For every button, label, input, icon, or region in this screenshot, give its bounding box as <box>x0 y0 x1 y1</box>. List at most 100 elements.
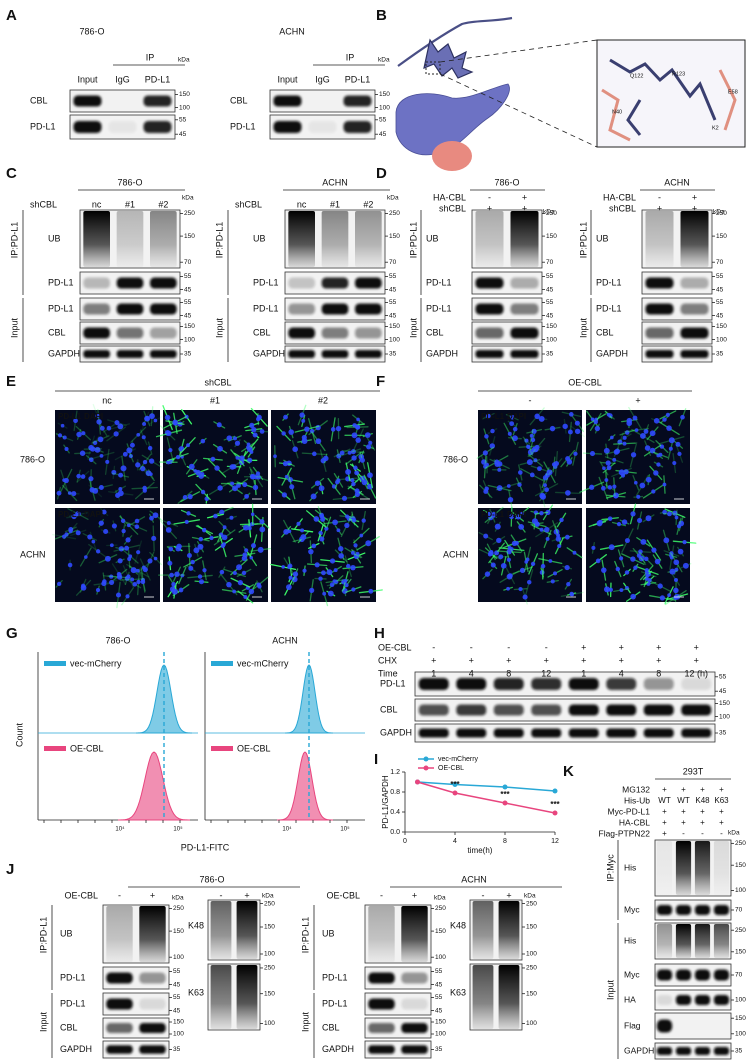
marker-label: 55 <box>184 273 192 280</box>
marker-label: 250 <box>716 210 727 217</box>
nucleus <box>136 579 141 585</box>
label: 1 <box>581 668 586 678</box>
marker-label: 35 <box>719 730 727 737</box>
marker-label: 100 <box>735 997 746 1004</box>
marker-label: 70 <box>735 907 743 914</box>
nucleus <box>195 469 201 476</box>
nucleus <box>122 451 128 457</box>
nucleus <box>142 422 147 426</box>
label: PD-L1 <box>253 303 279 313</box>
nucleus <box>351 481 356 487</box>
nucleus <box>283 529 289 535</box>
band <box>643 678 674 690</box>
nucleus <box>612 457 617 462</box>
band-smear <box>713 924 730 958</box>
band <box>368 1045 395 1054</box>
nucleus <box>622 441 627 446</box>
nucleus <box>165 527 172 533</box>
nucleus <box>484 462 489 467</box>
nucleus <box>186 443 190 448</box>
nucleus <box>299 412 305 418</box>
nucleus <box>178 587 184 593</box>
label: #1 <box>210 395 220 405</box>
nucleus <box>171 582 176 587</box>
marker-label: 45 <box>173 1007 181 1014</box>
nucleus <box>345 514 350 519</box>
band <box>606 728 637 738</box>
nucleus <box>669 555 674 560</box>
panel-letter: J <box>6 861 14 878</box>
band <box>368 972 395 984</box>
nucleus <box>564 534 570 540</box>
nucleus <box>633 565 638 570</box>
nucleus <box>256 414 262 420</box>
marker-label: 250 <box>389 210 400 217</box>
nucleus <box>259 429 265 434</box>
label: vec-mCherry <box>70 658 122 668</box>
nucleus <box>366 444 372 450</box>
nucleus <box>187 552 192 558</box>
nucleus <box>164 414 171 421</box>
nucleus <box>645 476 652 483</box>
band <box>493 704 524 716</box>
band <box>116 350 144 358</box>
band-smear <box>116 211 144 267</box>
band-smear <box>680 211 709 267</box>
band <box>531 678 562 690</box>
label: kDa <box>524 893 536 900</box>
label: Input <box>578 317 588 338</box>
marker-label: 55 <box>173 994 181 1001</box>
marker-label: 55 <box>435 994 443 1001</box>
nucleus <box>572 550 577 555</box>
band <box>643 728 674 738</box>
band <box>355 277 382 289</box>
nucleus <box>246 442 251 447</box>
label: shCBL <box>235 199 262 209</box>
nucleus <box>140 465 146 472</box>
panel-letter: H <box>374 625 385 642</box>
nucleus <box>318 576 323 581</box>
nucleus <box>624 538 630 544</box>
nucleus <box>214 465 220 471</box>
nucleus <box>101 509 107 515</box>
band-smear <box>210 901 232 959</box>
nucleus <box>232 436 238 441</box>
label: IP:PD-L1 <box>9 222 19 259</box>
label: OE-CBL <box>237 743 271 753</box>
nucleus <box>96 419 102 425</box>
marker-label: 150 <box>546 323 557 330</box>
nucleus <box>658 452 663 457</box>
nucleus <box>92 440 98 446</box>
label: + <box>656 655 661 665</box>
band <box>680 327 709 339</box>
band <box>308 121 337 133</box>
marker-label: 100 <box>179 104 190 111</box>
band <box>106 998 133 1010</box>
band <box>83 327 110 339</box>
marker-label: 100 <box>264 951 275 958</box>
label: CBL <box>253 327 271 337</box>
nucleus <box>483 533 489 539</box>
nucleus <box>273 454 277 459</box>
nucleus <box>198 536 204 542</box>
label: + <box>656 642 661 652</box>
label: 786-O <box>20 454 45 464</box>
nucleus <box>607 516 613 521</box>
nucleus <box>329 558 336 564</box>
band <box>401 1023 428 1033</box>
series-point <box>552 788 558 794</box>
nucleus <box>682 540 687 545</box>
nucleus <box>289 484 295 490</box>
protein-chain <box>397 16 513 67</box>
nucleus <box>662 509 667 515</box>
nucleus <box>608 587 613 592</box>
label: - <box>507 642 510 652</box>
nucleus <box>252 484 259 491</box>
nucleus <box>497 467 502 472</box>
marker-label: 100 <box>735 1031 746 1038</box>
marker-label: 55 <box>546 299 554 306</box>
band <box>418 728 449 738</box>
marker-label: 55 <box>389 299 397 306</box>
nucleus <box>345 468 352 475</box>
nucleus <box>94 446 101 453</box>
